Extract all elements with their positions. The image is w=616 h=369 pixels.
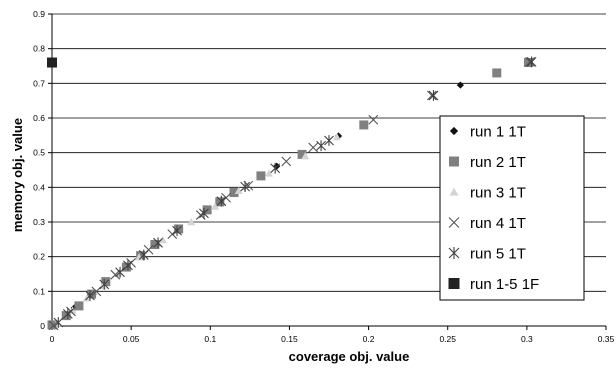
x-tick-label: 0 (50, 334, 55, 344)
legend-marker (449, 187, 459, 196)
series-5 (53, 56, 537, 328)
data-point (526, 56, 537, 68)
y-tick-label: 0.2 (33, 252, 45, 262)
data-point (428, 90, 439, 101)
x-tick-label: 0.3 (521, 334, 533, 344)
legend-marker (449, 156, 459, 167)
y-tick-label: 0.9 (33, 9, 45, 19)
data-point (150, 240, 160, 250)
x-tick-label: 0.2 (363, 334, 375, 344)
data-point (332, 133, 341, 141)
data-point (115, 266, 125, 278)
data-point (48, 320, 59, 331)
data-point (523, 58, 533, 68)
legend-item: run 1-5 1F (448, 276, 539, 293)
x-tick-label: 0.25 (439, 334, 456, 344)
data-point (270, 162, 281, 174)
data-point (172, 225, 182, 237)
data-point (110, 269, 121, 280)
series-6 (47, 57, 57, 68)
x-tick-label: 0.05 (123, 334, 140, 344)
tick-labels: 0 0.1 0.2 0.3 0.4 0.5 0.6 0.7 0.8 0.9 0 0.05 0.1 0.15… (33, 9, 614, 344)
y-tick-label: 0 (40, 321, 45, 331)
legend-label: run 2 1T (470, 154, 526, 171)
data-point (167, 229, 178, 240)
y-tick-label: 0.4 (33, 182, 45, 192)
legend-label: run 3 1T (470, 185, 526, 202)
data-point (138, 249, 149, 261)
data-point (74, 301, 84, 311)
legend-item: run 3 1T (449, 185, 526, 202)
legend: run 1 1T run 2 1T run 3 1T run 4 1T run 5 1T… (439, 115, 585, 301)
data-point (82, 294, 91, 302)
legend-marker (448, 247, 460, 259)
x-tick-label: 0.1 (204, 334, 216, 344)
legend-label: run 4 1T (470, 215, 526, 232)
x-tick-label: 0.15 (281, 334, 298, 344)
legend-label: run 1 1T (470, 124, 526, 141)
data-point (53, 317, 64, 328)
x-tick-label: 0.35 (598, 334, 615, 344)
data-point (234, 186, 243, 194)
data-point (456, 81, 464, 89)
legend-item: run 1 1T (449, 124, 526, 141)
data-point (47, 320, 57, 330)
y-axis-title: memory obj. value (10, 118, 25, 232)
data-point (158, 236, 167, 244)
data-point (316, 140, 326, 152)
data-point (281, 156, 292, 167)
data-point (368, 114, 379, 125)
data-point (199, 207, 209, 219)
legend-item: run 5 1T (448, 246, 526, 263)
legend-label: run 5 1T (470, 246, 526, 263)
data-points (47, 56, 537, 331)
data-point (99, 279, 110, 290)
legend-marker (448, 217, 460, 228)
data-point (215, 197, 225, 207)
data-point (426, 90, 437, 101)
data-point (240, 181, 250, 193)
data-point (91, 286, 102, 297)
y-tick-label: 0.5 (33, 148, 45, 158)
data-point (492, 68, 502, 78)
data-point (123, 259, 133, 271)
data-point (101, 277, 111, 287)
y-tick-label: 0.3 (33, 217, 45, 227)
data-point (221, 192, 232, 203)
data-point (297, 149, 307, 159)
x-axis-title: coverage obj. value (289, 349, 410, 364)
data-point (153, 237, 163, 249)
data-point (525, 56, 535, 67)
data-point (229, 188, 239, 198)
data-point (135, 253, 144, 261)
data-point (47, 57, 57, 68)
legend-marker (448, 278, 460, 289)
data-point (359, 120, 369, 130)
data-point (211, 202, 220, 210)
data-point (324, 135, 334, 146)
series-3 (52, 133, 341, 327)
data-point (308, 142, 319, 153)
y-tick-label: 0.7 (33, 78, 45, 88)
data-point (187, 218, 196, 226)
y-tick-label: 0.1 (33, 286, 45, 296)
legend-item: run 4 1T (448, 215, 526, 232)
data-point (256, 171, 266, 181)
y-tick-label: 0.8 (33, 44, 45, 54)
data-point (301, 152, 310, 160)
legend-marker (449, 126, 459, 136)
legend-label: run 1-5 1F (470, 276, 539, 293)
legend-item: run 2 1T (449, 154, 526, 171)
y-tick-label: 0.6 (33, 113, 45, 123)
data-point (136, 251, 146, 261)
data-point (264, 169, 273, 177)
data-point (62, 308, 73, 320)
data-point (85, 290, 95, 301)
data-point (216, 195, 227, 207)
legend-box (439, 115, 585, 301)
